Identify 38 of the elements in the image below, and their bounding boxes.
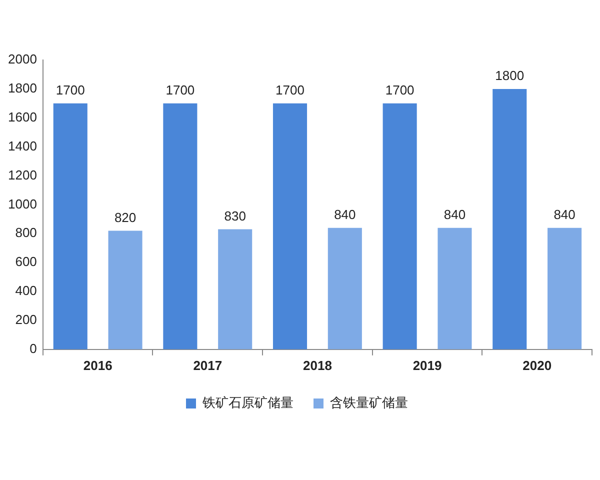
data-label: 820 bbox=[114, 210, 136, 225]
bar bbox=[382, 103, 417, 350]
data-label: 1700 bbox=[385, 82, 414, 98]
bar bbox=[218, 229, 252, 350]
data-label: 840 bbox=[334, 206, 356, 222]
x-tick-label: 2020 bbox=[522, 358, 552, 373]
data-label: 1700 bbox=[166, 82, 195, 98]
y-tick-label: 0 bbox=[30, 340, 37, 356]
x-tick-label: 2019 bbox=[412, 358, 442, 373]
y-tick-label: 800 bbox=[15, 225, 37, 240]
y-tick-label: 1600 bbox=[8, 109, 37, 124]
bar bbox=[548, 228, 582, 350]
bar bbox=[438, 228, 472, 350]
x-tick-label: 2018 bbox=[303, 358, 332, 373]
y-tick-label: 1800 bbox=[8, 80, 37, 96]
bar bbox=[492, 88, 527, 350]
data-label: 1700 bbox=[56, 82, 85, 98]
bar bbox=[272, 103, 308, 350]
data-label: 840 bbox=[554, 206, 576, 222]
x-tick-label: 2016 bbox=[83, 358, 112, 373]
bar bbox=[108, 230, 142, 350]
data-label: 1700 bbox=[276, 82, 304, 98]
y-tick-label: 2000 bbox=[8, 52, 37, 67]
legend-label: 含铁量矿储量 bbox=[330, 395, 408, 410]
bar bbox=[53, 103, 88, 350]
y-tick-label: 1000 bbox=[8, 196, 37, 212]
y-tick-label: 1400 bbox=[8, 138, 37, 154]
x-tick-label: 2017 bbox=[193, 358, 222, 373]
bar bbox=[328, 228, 362, 350]
y-tick-label: 400 bbox=[15, 283, 37, 298]
y-tick-label: 1200 bbox=[8, 167, 37, 182]
data-label: 1800 bbox=[495, 68, 524, 84]
legend-label: 铁矿石原矿储量 bbox=[202, 395, 294, 410]
data-label: 840 bbox=[444, 206, 466, 222]
bar bbox=[163, 103, 198, 350]
data-label: 830 bbox=[224, 208, 246, 224]
y-tick-label: 600 bbox=[15, 254, 37, 270]
y-tick-label: 200 bbox=[15, 312, 37, 328]
